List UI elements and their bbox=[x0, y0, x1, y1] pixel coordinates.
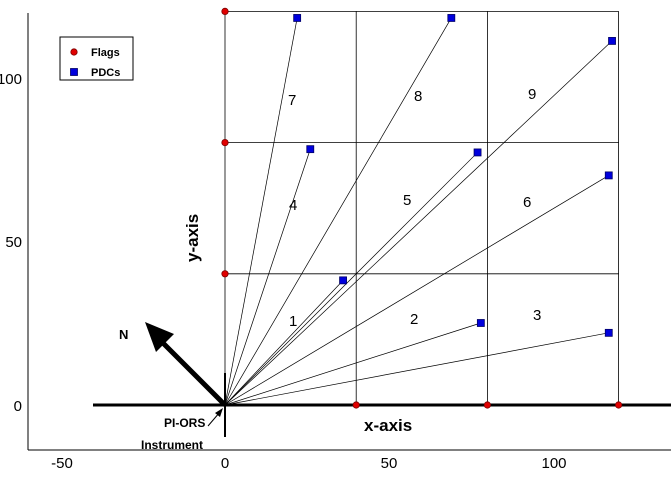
x-tick-label: 100 bbox=[541, 455, 566, 472]
ray-line bbox=[224, 17, 452, 406]
ray-line bbox=[224, 280, 344, 406]
ray-line bbox=[224, 152, 478, 406]
north-arrow-shaft bbox=[161, 341, 227, 407]
pdc-marker bbox=[604, 171, 613, 180]
ray-line bbox=[224, 17, 298, 406]
sector-label: 7 bbox=[288, 92, 296, 109]
north-arrow-head bbox=[145, 322, 174, 352]
pdc-marker bbox=[447, 14, 456, 22]
rays bbox=[224, 17, 613, 406]
flag-marker bbox=[483, 401, 491, 409]
ray-line bbox=[224, 332, 609, 406]
legend: Flags PDCs bbox=[59, 36, 134, 81]
flag-marker bbox=[221, 7, 229, 15]
legend-pdcs-label: PDCs bbox=[91, 67, 120, 79]
x-axis-label: x-axis bbox=[364, 416, 412, 435]
legend-pdc-marker bbox=[70, 68, 78, 76]
flag-marker bbox=[352, 401, 360, 409]
ray-line bbox=[224, 40, 613, 406]
pdc-marker bbox=[293, 14, 302, 22]
flag-marker bbox=[614, 401, 623, 409]
sector-label: 6 bbox=[523, 194, 531, 211]
pdc-marker bbox=[339, 276, 347, 285]
pdc-marker bbox=[473, 148, 482, 157]
sector-label: 4 bbox=[289, 197, 297, 214]
pointer-arrow-head bbox=[215, 408, 223, 417]
flag-marker bbox=[221, 270, 229, 278]
y-tick-label: 100 bbox=[0, 71, 22, 88]
flag-marker bbox=[221, 139, 229, 147]
legend-flag-marker bbox=[70, 48, 78, 56]
y-axis-label: y-axis bbox=[183, 214, 202, 262]
grid-lines bbox=[224, 10, 619, 405]
sector-label: 5 bbox=[403, 192, 411, 209]
legend-flags-label: Flags bbox=[91, 47, 120, 59]
pdc-marker bbox=[306, 145, 315, 154]
sector-label: 1 bbox=[289, 313, 297, 330]
ray-line bbox=[224, 175, 609, 406]
sector-label: 9 bbox=[528, 86, 536, 103]
instrument-label: Instrument bbox=[141, 438, 203, 452]
pi-ors-label: PI-ORS bbox=[164, 416, 205, 430]
ray-line bbox=[224, 149, 311, 406]
x-tick-label: 50 bbox=[381, 455, 398, 472]
y-tick-label: 0 bbox=[14, 398, 22, 415]
sector-label: 8 bbox=[414, 88, 422, 105]
y-tick-label: 50 bbox=[5, 234, 22, 251]
markers bbox=[221, 7, 623, 409]
sector-label: 2 bbox=[410, 311, 418, 328]
x-tick-label: 0 bbox=[221, 455, 229, 472]
ray-line bbox=[224, 322, 481, 406]
pdc-marker bbox=[604, 328, 613, 337]
north-label: N bbox=[119, 327, 128, 342]
sector-label: 3 bbox=[533, 307, 541, 324]
pdc-marker bbox=[476, 319, 485, 327]
x-tick-label: -50 bbox=[51, 455, 73, 472]
pdc-marker bbox=[608, 37, 616, 45]
